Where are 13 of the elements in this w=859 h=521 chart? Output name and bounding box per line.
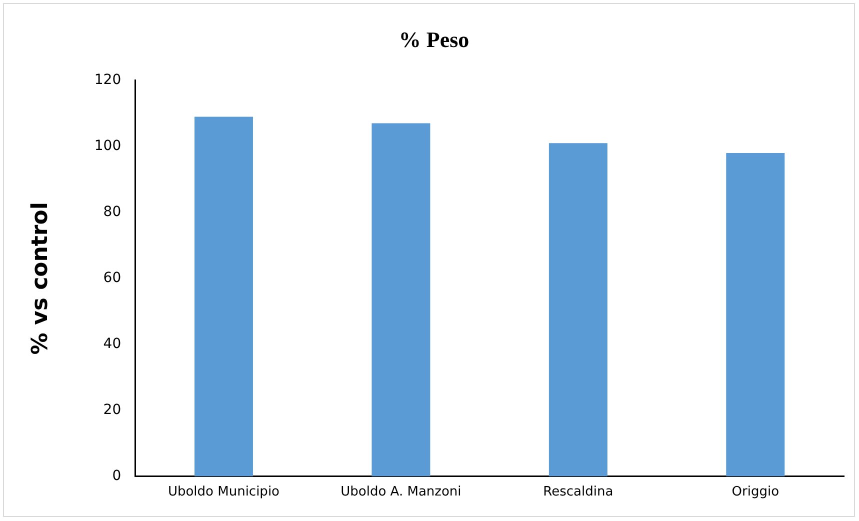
y-tick-label: 80: [103, 204, 122, 220]
y-tick-label: 0: [112, 468, 122, 484]
x-tick-label: Rescaldina: [543, 484, 614, 500]
y-tick-label: 60: [103, 270, 122, 286]
y-tick-label: 20: [103, 402, 122, 418]
y-tick-label: 100: [94, 138, 122, 154]
y-axis-title: % vs control: [28, 202, 53, 355]
y-tick-label: 40: [103, 336, 122, 352]
y-tick-label: 120: [94, 72, 122, 88]
x-tick-label: Origgio: [732, 484, 780, 500]
chart-title: % Peso: [398, 26, 470, 52]
x-tick-label: Uboldo Municipio: [168, 484, 280, 500]
x-tick-label: Uboldo A. Manzoni: [340, 484, 462, 500]
